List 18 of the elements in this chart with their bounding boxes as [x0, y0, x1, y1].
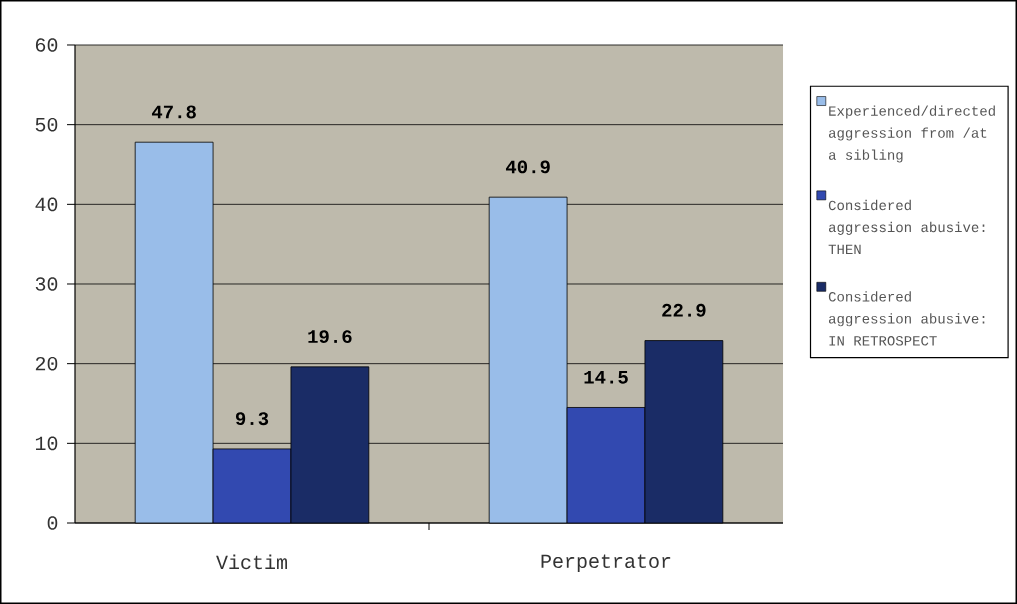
legend-label: Experienced/directed aggression from /at a sibling [828, 105, 995, 163]
data-label: 40.9 [505, 160, 550, 174]
data-label: 14.5 [584, 370, 628, 384]
legend-label: Considered aggression abusive: IN RETROSPECT [828, 291, 985, 346]
data-label: 9.3 [235, 412, 269, 426]
y-tick-label: 30 [35, 277, 58, 291]
y-tick-label: 40 [35, 197, 58, 212]
data-label: 47.8 [151, 105, 196, 119]
data-label: 22.9 [662, 303, 706, 317]
x-tick-label: Perpetrator [541, 554, 671, 572]
y-tick-label: 20 [35, 356, 58, 371]
legend-label: Considered aggression abusive: THEN [828, 199, 985, 255]
y-tick-label: 10 [35, 436, 58, 451]
data-label: 19.6 [308, 330, 352, 344]
y-tick-label: 60 [35, 38, 58, 52]
y-tick-label: 50 [35, 117, 58, 132]
x-tick-label: Victim [216, 554, 287, 570]
y-tick-label: 0 [47, 516, 58, 530]
